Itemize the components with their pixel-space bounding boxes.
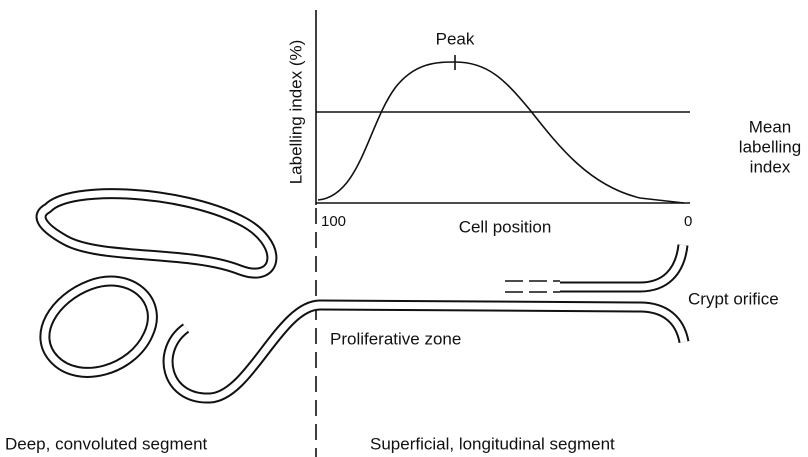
x-end-label: 0 [684,213,692,230]
proliferative-zone-label: Proliferative zone [330,329,461,348]
mean-label: labelling [739,137,801,156]
crypt-orifice-label: Crypt orifice [688,289,779,308]
deep-segment-label: Deep, convoluted segment [5,434,208,453]
y-axis-label: Labelling index (%) [286,40,305,185]
peak-label: Peak [436,29,475,48]
mean-label: Mean [749,117,792,136]
superficial-segment-label: Superficial, longitudinal segment [370,434,615,453]
mean-label: index [750,157,791,176]
tubes [41,194,684,398]
diagram: Peak Labelling index (%) Mean labelling … [0,0,808,457]
x-axis-label: Cell position [459,217,552,236]
x-start-label: 100 [321,213,346,230]
labelling-curve [318,62,684,203]
